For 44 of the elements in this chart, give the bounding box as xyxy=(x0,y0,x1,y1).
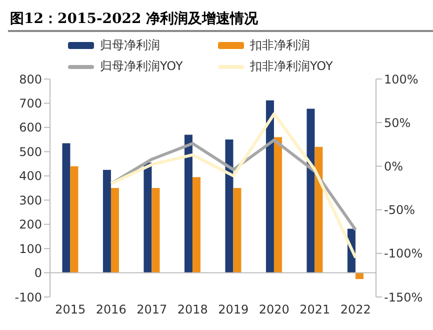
y-tick-label: 800 xyxy=(19,72,42,86)
bar xyxy=(314,146,323,273)
legend-label: 扣非净利润YOY xyxy=(250,58,333,75)
y-tick-label: 200 xyxy=(19,218,42,232)
y-tick-label: 300 xyxy=(19,193,42,208)
legend-label: 归母净利润YOY xyxy=(100,58,183,75)
y-tick-label: 500 xyxy=(19,144,42,159)
x-tick-label: 2022 xyxy=(340,302,371,317)
x-tick-label: 2015 xyxy=(55,302,86,317)
y-tick-label: 700 xyxy=(19,96,42,110)
bar xyxy=(274,137,282,273)
bar xyxy=(233,188,242,273)
y-tick-label: 400 xyxy=(19,169,42,184)
bar xyxy=(192,177,200,273)
bar xyxy=(266,100,274,273)
y2-tick-label: -50% xyxy=(384,203,416,218)
bar xyxy=(184,134,192,273)
bar xyxy=(306,108,315,273)
y-tick-label: -100 xyxy=(14,290,42,304)
legend-label: 扣非净利润 xyxy=(250,37,310,54)
bar xyxy=(102,170,111,273)
y2-tick-label: 100% xyxy=(384,72,418,86)
legend-label: 归母净利润 xyxy=(100,37,160,54)
chart-title: 图12：2015-2022 净利润及增速情况 xyxy=(8,8,433,32)
bar xyxy=(225,140,234,273)
x-tick-label: 2018 xyxy=(177,302,208,317)
y-tick-label: 0 xyxy=(34,266,42,280)
y-tick-label: 600 xyxy=(19,120,42,135)
y2-tick-label: -150% xyxy=(384,290,423,304)
bar xyxy=(62,143,70,273)
x-tick-label: 2019 xyxy=(218,302,249,317)
bar xyxy=(110,188,119,273)
x-tick-label: 2017 xyxy=(136,302,168,317)
x-tick-label: 2021 xyxy=(300,302,330,317)
bar xyxy=(152,188,160,273)
x-tick-label: 2020 xyxy=(258,302,290,317)
line-series xyxy=(110,112,358,260)
y-tick-label: 100 xyxy=(19,242,42,256)
bar xyxy=(144,162,152,273)
bar xyxy=(70,166,78,273)
y2-tick-label: 0% xyxy=(384,159,404,174)
y2-tick-label: 50% xyxy=(384,116,411,130)
x-tick-label: 2016 xyxy=(96,302,126,317)
y2-tick-label: -100% xyxy=(384,246,423,261)
